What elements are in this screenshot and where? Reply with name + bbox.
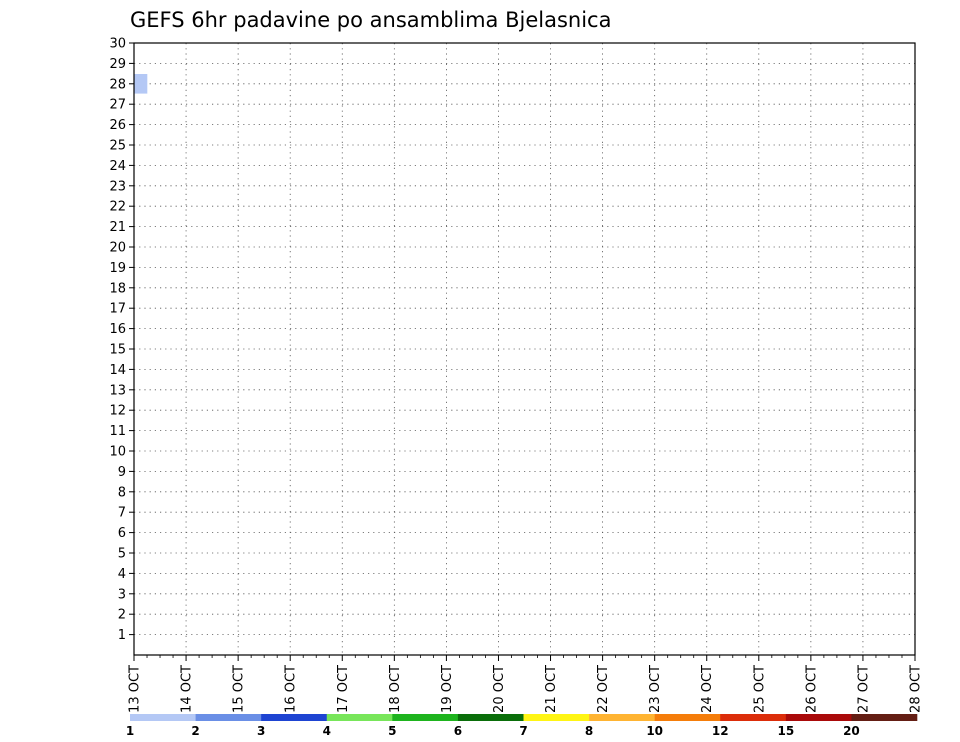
x-tick-label: 14 OCT [180,665,195,713]
colorbar-segment [523,714,590,721]
y-tick-label: 27 [109,98,126,113]
x-tick-label: 21 OCT [544,665,559,713]
y-tick-label: 12 [109,404,126,419]
x-tick-label: 28 OCT [909,665,924,713]
colorbar-segment [195,714,262,721]
colorbar-segment [457,714,524,721]
colorbar-segment [392,714,459,721]
x-tick-label: 26 OCT [804,665,819,713]
y-tick-label: 7 [118,506,126,521]
y-tick-label: 15 [109,343,126,358]
y-tick-label: 2 [118,608,126,623]
y-tick-label: 22 [109,200,126,215]
y-tick-label: 19 [109,261,126,276]
colorbar-segment [326,714,393,721]
colorbar-segment [261,714,328,721]
y-tick-label: 16 [109,322,126,337]
x-axis: 13 OCT 14 OCT 15 OCT 16 OCT 17 OCT 18 OCT 19 O… [128,655,924,713]
colorbar-label: 10 [646,724,663,738]
y-tick-label: 1 [118,628,126,643]
x-tick-label: 17 OCT [336,665,351,713]
x-tick-label: 23 OCT [648,665,663,713]
y-tick-label: 17 [109,302,126,317]
colorbar-segment [654,714,721,721]
y-tick-label: 30 [109,37,126,52]
y-tick-label: 14 [109,363,126,378]
colorbar-label: 8 [585,724,593,738]
x-tick-label: 19 OCT [440,665,455,713]
y-tick-label: 10 [109,445,126,460]
x-tick-label: 16 OCT [284,665,299,713]
colorbar-segment [130,714,196,721]
colorbar-label: 2 [191,724,199,738]
cells-layer [134,74,148,94]
x-tick-label: 20 OCT [492,665,507,713]
colorbar-label: 1 [126,724,134,738]
colorbar: 1 2 3 4 5 6 7 8 10 12 15 20 [126,714,918,738]
colorbar-segment [785,714,852,721]
x-tick-label: 24 OCT [700,665,715,713]
colorbar-segment [720,714,787,721]
y-tick-label: 11 [109,424,126,439]
y-tick-label: 8 [118,485,126,500]
x-tick-label: 27 OCT [856,665,871,713]
y-tick-label: 18 [109,281,126,296]
x-tick-label: 18 OCT [388,665,403,713]
grid-lines [134,42,915,655]
y-tick-label: 28 [109,77,126,92]
colorbar-segment [851,714,918,721]
y-tick-label: 21 [109,220,126,235]
colorbar-segment [589,714,655,721]
x-tick-label: 13 OCT [128,665,143,713]
x-tick-label: 22 OCT [596,665,611,713]
y-tick-label: 25 [109,139,126,154]
y-tick-label: 4 [118,567,126,582]
cell [134,74,148,94]
y-tick-label: 23 [109,179,126,194]
colorbar-label: 4 [323,724,331,738]
y-tick-label: 29 [109,57,126,72]
y-tick-label: 13 [109,383,126,398]
y-axis: 1234567891011121314151617181920212223242… [109,37,134,643]
colorbar-label: 15 [777,724,794,738]
x-tick-label: 25 OCT [752,665,767,713]
y-tick-label: 24 [109,159,126,174]
colorbar-label: 3 [257,724,265,738]
x-tick-label: 15 OCT [232,665,247,713]
chart-title: GEFS 6hr padavine po ansamblima Bjelasni… [130,8,611,32]
y-tick-label: 20 [109,241,126,256]
colorbar-label: 7 [519,724,527,738]
colorbar-label: 12 [712,724,729,738]
y-tick-label: 3 [118,587,126,602]
colorbar-label: 6 [454,724,462,738]
y-tick-label: 6 [118,526,126,541]
colorbar-label: 20 [843,724,860,738]
y-tick-label: 26 [109,118,126,133]
colorbar-label: 5 [388,724,396,738]
y-tick-label: 9 [118,465,126,480]
y-tick-label: 5 [118,547,126,562]
